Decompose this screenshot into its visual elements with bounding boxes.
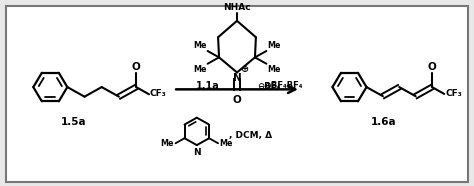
Text: ⊖BF₄: ⊖BF₄	[257, 82, 280, 91]
FancyBboxPatch shape	[6, 6, 468, 182]
Text: CF₃: CF₃	[445, 89, 462, 98]
Text: Me: Me	[267, 41, 281, 50]
Text: Me: Me	[219, 139, 233, 148]
Text: NHAc: NHAc	[223, 3, 251, 12]
Text: ⊕: ⊕	[240, 64, 248, 74]
Text: , DCM, Δ: , DCM, Δ	[229, 131, 272, 140]
Text: N: N	[233, 73, 241, 83]
Text: Me: Me	[161, 139, 174, 148]
Text: 1.1a: 1.1a	[196, 81, 219, 91]
Text: O: O	[428, 62, 437, 72]
Text: 1.6a: 1.6a	[371, 117, 396, 127]
Text: Me: Me	[193, 65, 207, 74]
Text: Me: Me	[267, 65, 281, 74]
Text: CF₃: CF₃	[150, 89, 167, 98]
Text: Me: Me	[193, 41, 207, 50]
Text: N: N	[193, 148, 201, 157]
Text: ⊖BF₄BF₄: ⊖BF₄BF₄	[264, 81, 303, 90]
Text: 1.5a: 1.5a	[61, 117, 87, 127]
Text: O: O	[233, 95, 241, 105]
Text: O: O	[132, 62, 140, 72]
